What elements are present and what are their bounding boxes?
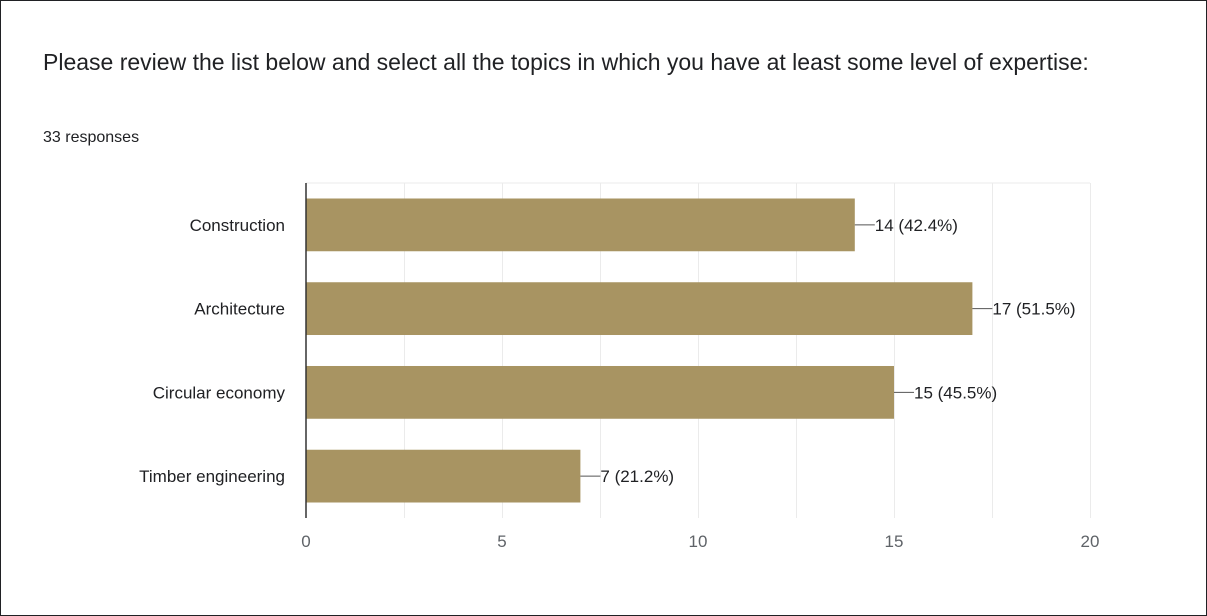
category-label: Architecture [194,300,285,319]
bar [306,282,973,336]
response-count: 33 responses [43,129,140,146]
x-tick-label: 0 [301,532,310,551]
bar [306,449,581,503]
data-label: 17 (51.5%) [992,300,1075,319]
category-label: Construction [190,216,285,235]
category-label: Circular economy [153,383,286,402]
category-label: Timber engineering [139,467,285,486]
question-title: Please review the list below and select … [43,49,1089,75]
bar [306,198,855,252]
bar [306,365,894,419]
data-label: 15 (45.5%) [914,383,997,402]
data-label: 14 (42.4%) [875,216,958,235]
x-tick-label: 5 [497,532,506,551]
data-label: 7 (21.2%) [600,467,674,486]
x-tick-label: 20 [1081,532,1100,551]
x-tick-label: 10 [689,532,708,551]
x-tick-label: 15 [885,532,904,551]
